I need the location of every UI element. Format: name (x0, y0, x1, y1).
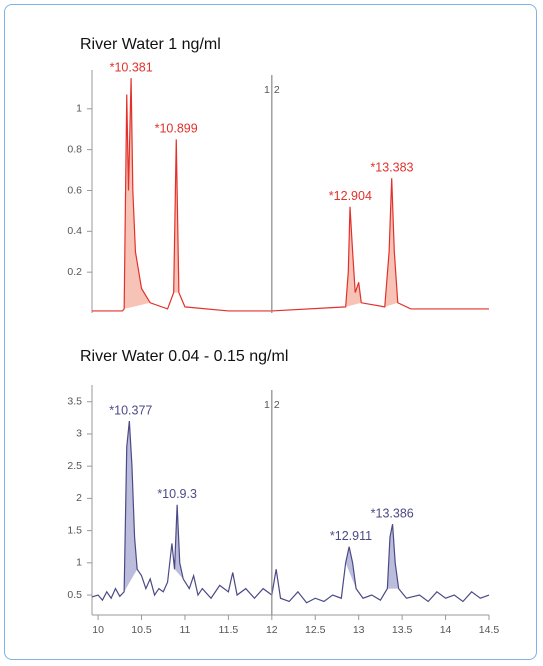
x-tick-label: 10.5 (131, 624, 152, 636)
peak-label: *10.381 (110, 60, 153, 74)
y-tick-label: 1 (76, 557, 82, 569)
x-tick-label: 13 (353, 624, 365, 636)
y-tick-label: 1 (76, 103, 82, 115)
peak-area (384, 178, 398, 307)
peak-area (345, 546, 357, 589)
chart-title: River Water 1 ng/ml (80, 36, 221, 53)
x-tick-label: 11 (179, 624, 190, 636)
divider-label: 2 (274, 399, 280, 411)
trace (92, 78, 489, 312)
y-tick-label: 3.5 (67, 396, 82, 408)
y-tick-label: 0.8 (67, 143, 82, 155)
x-tick-label: 13.5 (392, 624, 413, 636)
x-tick-label: 12 (266, 624, 278, 636)
x-tick-label: 12.5 (305, 624, 326, 636)
y-tick-label: 1.5 (67, 524, 82, 536)
y-tick-label: 0.2 (67, 266, 82, 278)
y-tick-label: 3 (76, 428, 82, 440)
x-tick-label: 14 (440, 624, 452, 636)
x-tick-label: 10 (92, 624, 104, 636)
peak-label: *10.377 (109, 403, 152, 417)
y-tick-label: 2 (76, 492, 82, 504)
trace (91, 421, 490, 604)
peak-area (124, 421, 138, 592)
card (4, 4, 537, 660)
y-tick-label: 0.5 (67, 589, 82, 601)
divider-label: 1 (264, 399, 270, 411)
chart-title: River Water 0.04 - 0.15 ng/ml (80, 348, 288, 365)
divider-label: 1 (264, 84, 270, 96)
y-tick-label: 0.4 (67, 225, 82, 237)
peak-label: *10.9.3 (157, 487, 197, 501)
peak-area (124, 78, 151, 309)
x-tick-label: 11.5 (219, 624, 239, 636)
peak-label: *12.904 (329, 189, 372, 203)
y-tick-label: 0.6 (67, 184, 82, 196)
peak-area (173, 139, 179, 293)
peak-label: *13.386 (371, 506, 414, 520)
peak-label: *10.899 (155, 122, 198, 136)
y-tick-label: 2.5 (67, 460, 82, 472)
peak-label: *12.911 (330, 529, 372, 543)
x-tick-label: 14.5 (479, 624, 500, 636)
divider-label: 2 (274, 84, 280, 96)
peak-label: *13.383 (370, 161, 413, 175)
